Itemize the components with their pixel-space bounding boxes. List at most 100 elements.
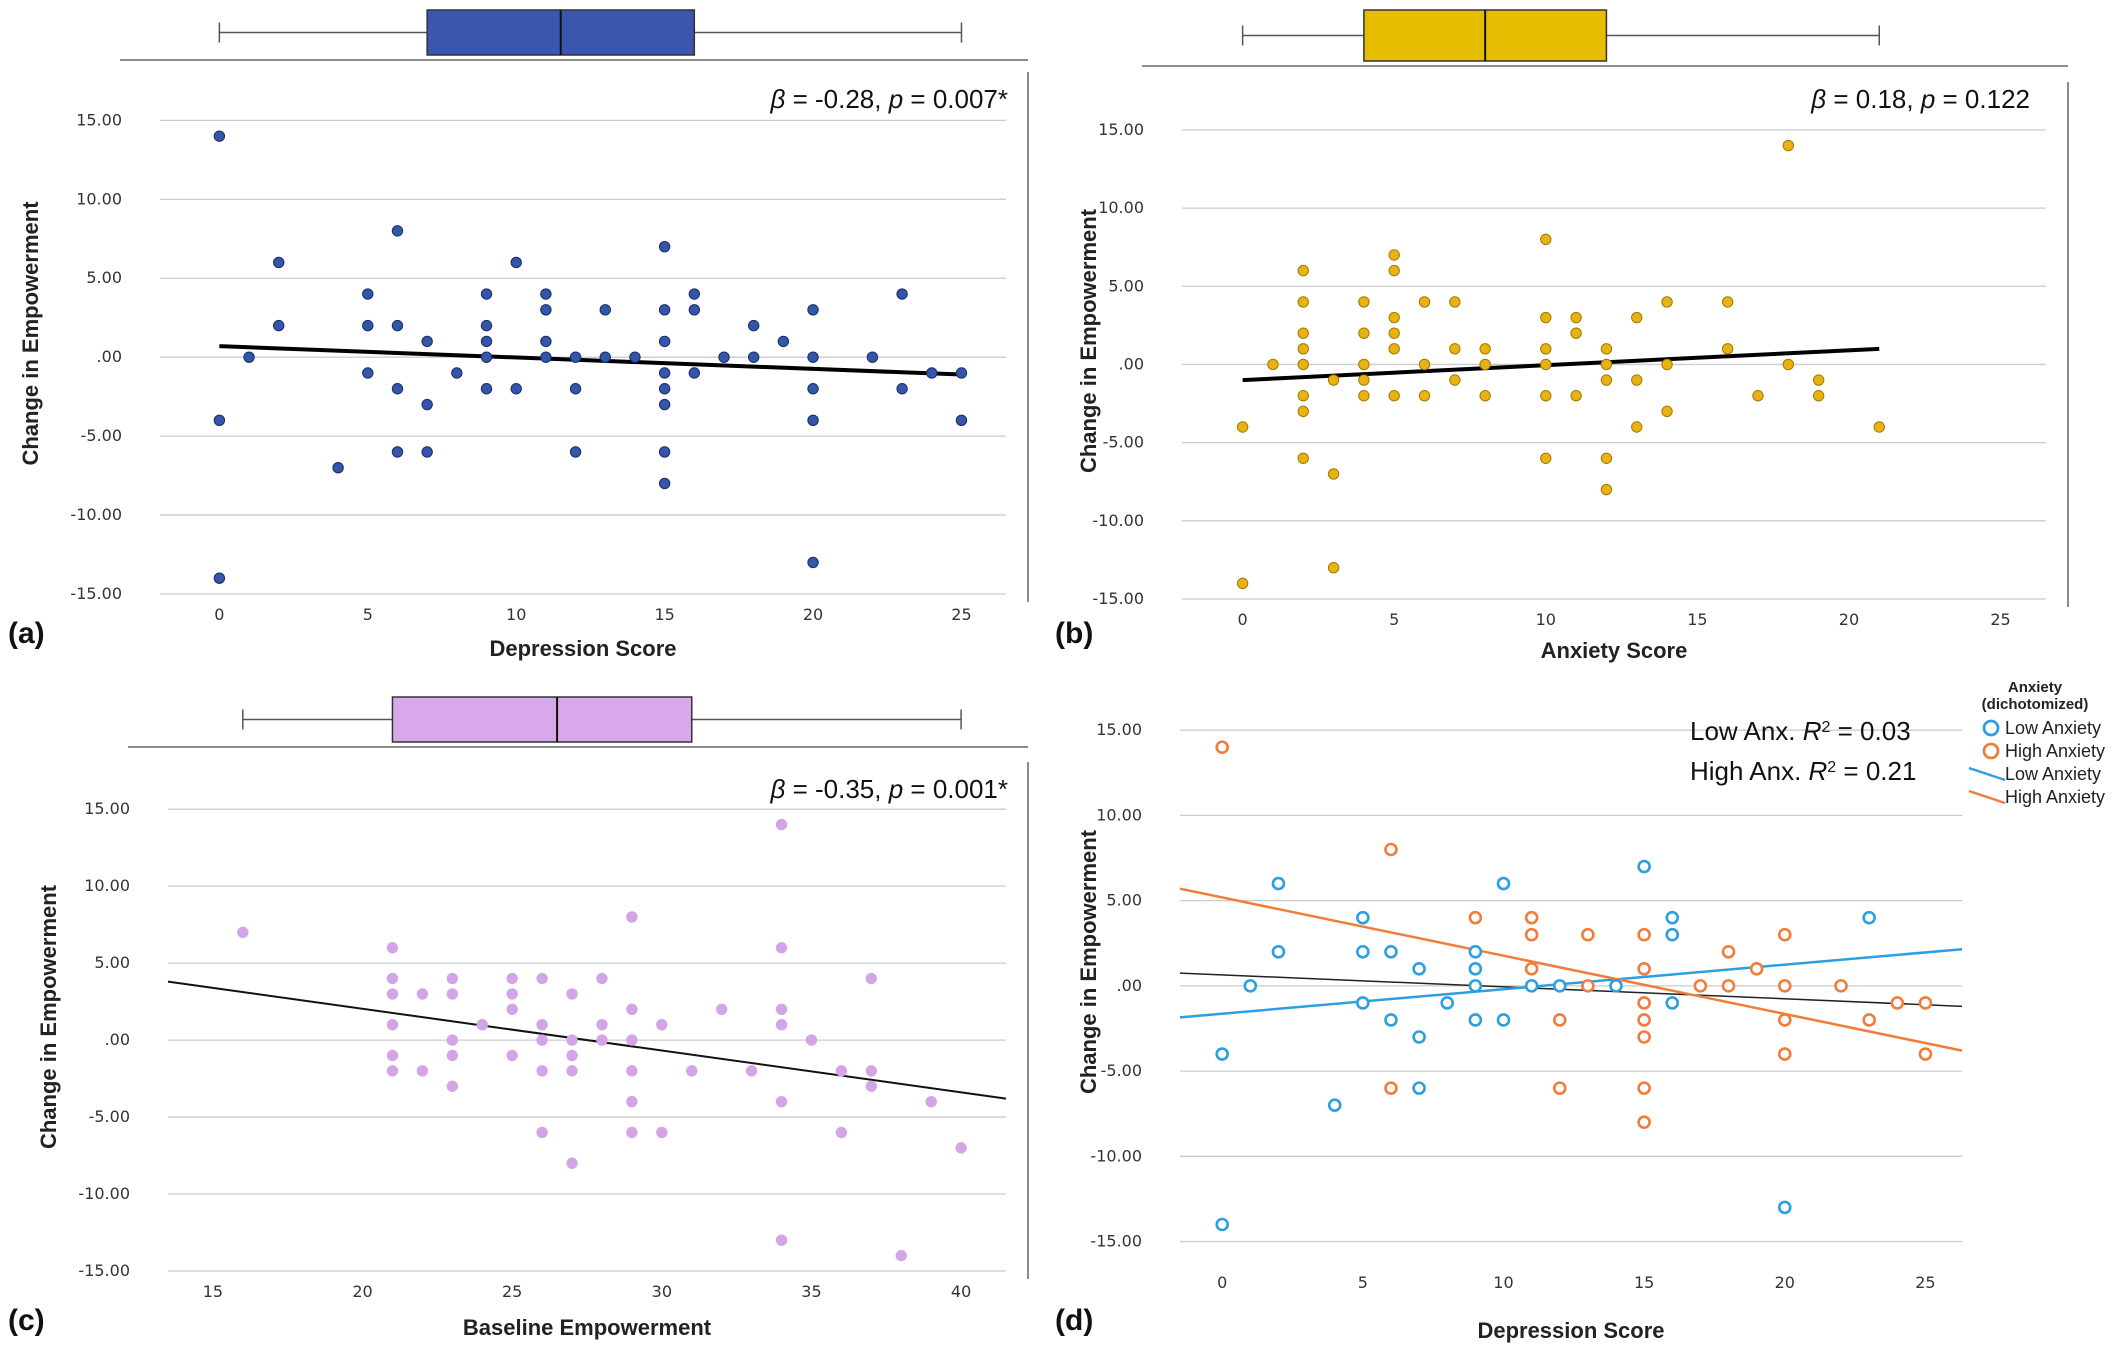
fit-line [219, 344, 962, 377]
data-point [243, 351, 255, 363]
legend-label: Low Anxiety [2005, 718, 2101, 738]
data-point [480, 351, 493, 363]
data-point [1358, 374, 1370, 386]
stat-segment: = 0.18, [1826, 84, 1921, 114]
data-point [540, 351, 552, 363]
y-tick-label: -5.00 [1103, 433, 1144, 452]
data-point-low-anxiety [1468, 944, 1483, 959]
panel-label: (d) [1055, 1304, 1093, 1337]
r-squared-annotation: High Anx. R2 = 0.21 [1690, 756, 1916, 786]
data-point [1540, 452, 1552, 464]
data-point [446, 1080, 459, 1092]
data-point [1631, 311, 1643, 324]
y-tick-label: -10.00 [1092, 511, 1144, 530]
stat-segment: R [1803, 716, 1822, 746]
data-point [476, 1018, 488, 1031]
stat-segment: Low Anx. [1690, 716, 1803, 746]
data-point [1540, 311, 1552, 324]
y-tick-label: 5.00 [94, 953, 130, 972]
x-tick-label: 20 [352, 1282, 372, 1301]
data-point [715, 1003, 728, 1016]
x-tick-label: 20 [803, 605, 823, 624]
data-point [775, 1095, 788, 1108]
data-point-high-anxiety [1918, 1047, 1933, 1061]
legend-marker-circle [1982, 742, 2000, 760]
data-point [1358, 296, 1370, 308]
data-point [1570, 390, 1582, 402]
data-point-high-anxiety [1552, 1013, 1567, 1027]
data-point [446, 1049, 459, 1062]
data-point [386, 1065, 399, 1077]
data-point-low-anxiety [1665, 927, 1680, 942]
data-point [626, 1126, 638, 1139]
data-point-high-anxiety [1524, 927, 1539, 942]
data-point [1449, 343, 1461, 355]
data-point [1388, 327, 1400, 339]
y-tick-label: 15.00 [1098, 120, 1144, 139]
data-point [1388, 390, 1400, 402]
x-tick-label: 5 [1389, 610, 1399, 629]
stat-segment: = 0.122 [1935, 84, 2030, 114]
x-tick-label: 10 [506, 605, 526, 624]
data-point-low-anxiety [1496, 876, 1511, 891]
stat-annotation: β = 0.18, p = 0.122 [1810, 84, 2030, 114]
panel-label: (a) [8, 617, 45, 650]
data-point [1570, 311, 1582, 324]
data-point [1479, 390, 1491, 402]
data-point-high-anxiety [1581, 927, 1595, 942]
data-point [835, 1065, 848, 1077]
data-point [386, 1018, 399, 1031]
data-point [807, 556, 819, 569]
x-axis-title: Depression Score [1477, 1318, 1664, 1343]
data-point [626, 1065, 638, 1077]
y-tick-label: -5.00 [81, 426, 122, 445]
data-point-high-anxiety [1890, 996, 1905, 1010]
data-point [386, 1049, 399, 1062]
y-axis-title: Change in Empowerment [1076, 208, 1101, 473]
data-point [536, 1018, 548, 1031]
data-point [1752, 390, 1764, 402]
x-tick-label: 25 [1915, 1273, 1935, 1292]
data-point [807, 383, 819, 395]
data-point-high-anxiety [1637, 996, 1651, 1010]
data-point [747, 351, 760, 363]
data-point [626, 911, 638, 923]
y-tick-label: -10.00 [1090, 1146, 1142, 1165]
data-point-high-anxiety [1637, 962, 1651, 976]
data-point-low-anxiety [1356, 910, 1370, 925]
y-tick-label: 5.00 [1108, 276, 1144, 295]
data-point [237, 926, 249, 939]
data-point [273, 256, 285, 269]
data-point [566, 988, 578, 1000]
stat-segment: 2 [1822, 719, 1831, 736]
data-point [1661, 296, 1673, 308]
data-point [386, 972, 399, 985]
data-point [1358, 390, 1370, 402]
data-point-low-anxiety [1862, 910, 1876, 925]
data-point-low-anxiety [1327, 1098, 1342, 1112]
data-point-high-anxiety [1637, 1081, 1651, 1095]
y-tick-label: -15.00 [78, 1261, 130, 1280]
data-point-low-anxiety [1777, 1200, 1792, 1215]
data-point [1600, 483, 1613, 496]
data-point [688, 367, 701, 379]
data-point-high-anxiety [1581, 979, 1595, 993]
data-point [865, 1080, 878, 1092]
data-point [865, 1065, 878, 1077]
data-point [807, 304, 819, 316]
data-point [1236, 421, 1249, 433]
data-point [451, 367, 463, 379]
data-point-high-anxiety [1749, 962, 1764, 976]
data-point [416, 1065, 429, 1077]
data-point-low-anxiety [1412, 1030, 1426, 1044]
data-point [1721, 296, 1734, 308]
data-point [1297, 343, 1309, 355]
data-point-high-anxiety [1693, 979, 1708, 993]
data-point [1388, 343, 1400, 355]
y-tick-label: .00 [1117, 976, 1142, 995]
x-tick-label: 35 [801, 1282, 821, 1301]
data-point [896, 383, 908, 395]
data-point-high-anxiety [1524, 910, 1539, 925]
stat-segment: p [888, 84, 903, 114]
data-point-low-anxiety [1468, 979, 1483, 993]
